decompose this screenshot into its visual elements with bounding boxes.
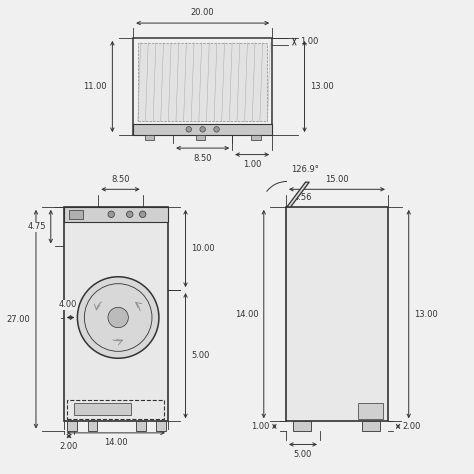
Text: 15.00: 15.00 bbox=[325, 175, 349, 184]
Bar bbox=[286, 207, 388, 421]
Bar bbox=[145, 135, 154, 140]
Text: 126.9°: 126.9° bbox=[292, 165, 319, 174]
Text: 2.00: 2.00 bbox=[403, 422, 421, 431]
Text: 4.75: 4.75 bbox=[27, 222, 46, 231]
Bar bbox=[358, 403, 383, 419]
Text: 10.00: 10.00 bbox=[191, 244, 215, 253]
Text: 13.00: 13.00 bbox=[414, 310, 438, 319]
Text: 14.00: 14.00 bbox=[104, 438, 128, 447]
Text: 5.00: 5.00 bbox=[191, 351, 210, 360]
Circle shape bbox=[127, 211, 133, 218]
Text: 8.50: 8.50 bbox=[111, 175, 130, 184]
Bar bbox=[133, 38, 272, 135]
Circle shape bbox=[200, 127, 205, 132]
Text: 2.00: 2.00 bbox=[60, 442, 78, 451]
Bar bbox=[251, 135, 261, 140]
Polygon shape bbox=[287, 182, 309, 207]
Bar bbox=[133, 124, 272, 135]
Bar bbox=[138, 43, 267, 121]
Text: 4.00: 4.00 bbox=[59, 300, 77, 309]
Bar bbox=[363, 421, 380, 431]
Text: 14.00: 14.00 bbox=[235, 310, 258, 319]
Bar bbox=[64, 207, 168, 421]
Text: 1.00: 1.00 bbox=[300, 37, 318, 46]
Text: 11.00: 11.00 bbox=[83, 82, 106, 91]
Text: 5.00: 5.00 bbox=[294, 450, 312, 459]
Bar bbox=[88, 421, 97, 431]
Text: 8.50: 8.50 bbox=[193, 154, 212, 163]
Circle shape bbox=[214, 127, 219, 132]
Text: 13.00: 13.00 bbox=[310, 82, 334, 91]
Bar bbox=[196, 135, 205, 140]
Bar bbox=[293, 421, 310, 431]
Bar bbox=[74, 403, 131, 415]
Text: 20.00: 20.00 bbox=[191, 8, 214, 17]
Text: 1.00: 1.00 bbox=[243, 160, 261, 169]
Bar bbox=[67, 421, 77, 431]
Bar bbox=[137, 421, 146, 431]
Circle shape bbox=[186, 127, 191, 132]
Circle shape bbox=[108, 211, 114, 218]
Bar bbox=[64, 207, 168, 222]
Text: 1.00: 1.00 bbox=[251, 422, 270, 431]
Text: 27.00: 27.00 bbox=[6, 315, 30, 324]
Bar bbox=[69, 210, 83, 219]
Circle shape bbox=[108, 307, 128, 328]
Circle shape bbox=[139, 211, 146, 218]
Circle shape bbox=[77, 277, 159, 358]
Bar bbox=[67, 400, 164, 419]
Text: 4.56: 4.56 bbox=[294, 193, 312, 202]
Bar bbox=[156, 421, 165, 431]
